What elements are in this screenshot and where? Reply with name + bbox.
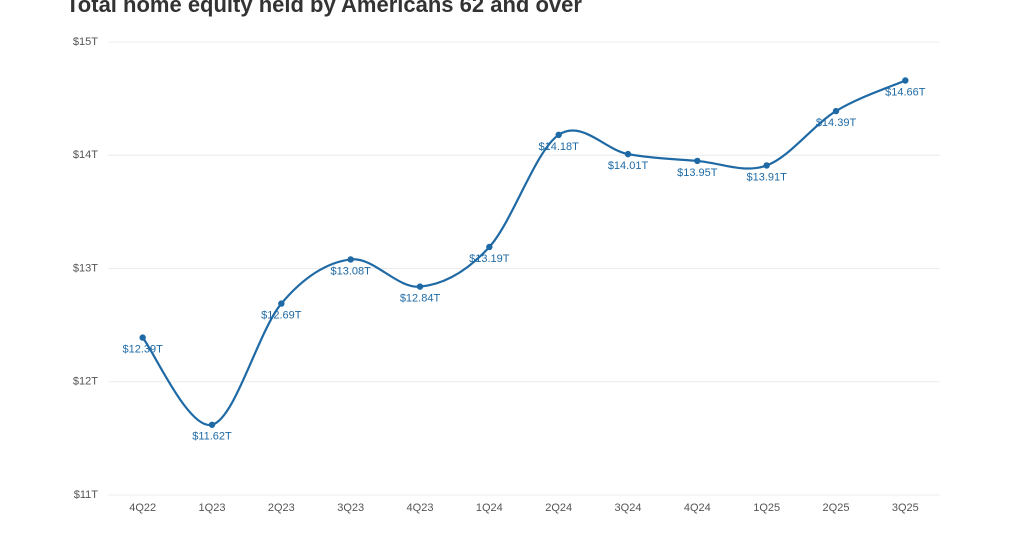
point xyxy=(624,150,632,158)
point xyxy=(832,107,840,115)
x-tick-label: 1Q25 xyxy=(753,502,780,514)
y-tick-label: $13T xyxy=(73,262,98,274)
y-tick-label: $14T xyxy=(73,149,98,161)
data-label: $13.95T xyxy=(677,167,718,179)
x-tick-label: 3Q24 xyxy=(615,502,642,514)
point xyxy=(694,157,701,165)
x-tick-label: 4Q23 xyxy=(407,502,434,514)
x-tick-label: 3Q25 xyxy=(892,502,919,514)
point xyxy=(416,283,424,290)
point xyxy=(208,421,216,428)
y-tick-label: $12T xyxy=(73,376,98,388)
x-tick-label: 2Q24 xyxy=(545,502,572,514)
y-tick-label: $15T xyxy=(73,36,98,48)
x-tick-label: 1Q23 xyxy=(199,502,226,514)
point xyxy=(902,77,909,84)
data-label: $11.62T xyxy=(192,431,232,443)
data-label: $13.91T xyxy=(746,171,787,183)
point xyxy=(278,300,285,307)
point xyxy=(555,131,562,139)
x-tick-label: 1Q24 xyxy=(476,502,503,514)
point xyxy=(347,256,354,263)
x-tick-label: 4Q22 xyxy=(129,502,156,514)
chart-title: Total home equity held by Americans 62 a… xyxy=(66,0,582,17)
data-label: $12.69T xyxy=(261,310,302,322)
data-label: $13.08T xyxy=(330,265,371,277)
data-label: $12.84T xyxy=(400,293,441,305)
y-tick-label: $11T xyxy=(74,489,99,501)
data-label: $14.66T xyxy=(885,86,926,98)
data-label: $13.19T xyxy=(469,253,510,265)
data-label: $12.39T xyxy=(122,343,163,355)
point xyxy=(139,334,146,341)
data-label: $14.18T xyxy=(538,141,579,153)
data-label: $14.39T xyxy=(816,117,857,129)
data-label: $14.01T xyxy=(608,160,649,172)
x-tick-label: 3Q23 xyxy=(337,502,364,514)
x-tick-label: 4Q24 xyxy=(684,502,711,514)
point xyxy=(486,243,493,251)
x-tick-label: 2Q23 xyxy=(268,502,295,514)
point xyxy=(763,162,770,169)
line xyxy=(141,79,906,426)
x-tick-label: 2Q25 xyxy=(823,502,850,514)
